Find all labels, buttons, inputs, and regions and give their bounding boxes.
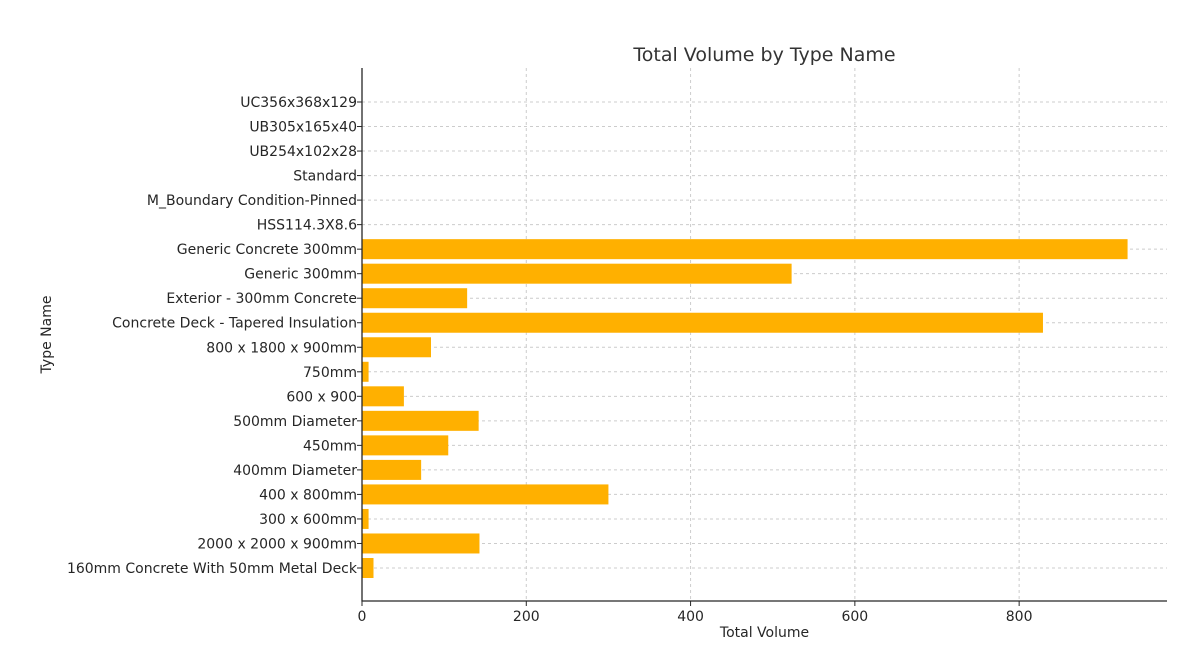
category-label: 750mm	[303, 365, 357, 381]
bar	[362, 288, 468, 309]
category-label: 600 x 900	[286, 389, 357, 405]
category-label: UB254x102x28	[249, 144, 357, 160]
category-label: 300 x 600mm	[259, 512, 357, 528]
category-label: HSS114.3X8.6	[257, 218, 357, 234]
axis-spines	[361, 68, 1167, 602]
category-label: 160mm Concrete With 50mm Metal Deck	[67, 561, 358, 577]
bar	[362, 386, 404, 407]
category-label: UB305x165x40	[249, 120, 357, 136]
bar	[362, 312, 1043, 333]
category-label: UC356x368x129	[240, 95, 357, 111]
category-label: 500mm Diameter	[233, 414, 357, 430]
bar	[362, 533, 480, 554]
y-axis-label: Type Name	[39, 296, 55, 375]
x-tick-label: 400	[677, 609, 704, 625]
category-label: 450mm	[303, 438, 357, 454]
bar	[362, 263, 792, 284]
x-tick-label: 800	[1006, 609, 1033, 625]
x-tick-label: 600	[841, 609, 868, 625]
chart-title: Total Volume by Type Name	[632, 44, 895, 66]
bar	[362, 239, 1128, 260]
category-label: 2000 x 2000 x 900mm	[197, 536, 357, 552]
bar	[362, 410, 479, 431]
bar	[362, 361, 369, 382]
bar	[362, 337, 431, 358]
category-label: 400mm Diameter	[233, 463, 357, 479]
category-label: Exterior - 300mm Concrete	[166, 291, 357, 307]
x-axis-label: Total Volume	[719, 625, 809, 641]
category-label-layer: 160mm Concrete With 50mm Metal Deck 2000 …	[67, 95, 358, 577]
bar	[362, 435, 449, 456]
bar	[362, 558, 374, 578]
x-tick-label: 0	[358, 609, 367, 625]
category-label: 800 x 1800 x 900mm	[206, 340, 357, 356]
category-label: Generic 300mm	[244, 267, 357, 283]
bar	[362, 508, 369, 529]
category-label: Standard	[293, 169, 357, 185]
bar-layer	[362, 239, 1128, 578]
grid-layer	[362, 68, 1167, 601]
category-label: Concrete Deck - Tapered Insulation	[112, 316, 357, 332]
category-label: 400 x 800mm	[259, 487, 357, 503]
bar	[362, 484, 609, 505]
category-label: M_Boundary Condition-Pinned	[147, 193, 357, 209]
category-label: Generic Concrete 300mm	[177, 242, 357, 258]
x-tick-label: 200	[513, 609, 540, 625]
bar	[362, 459, 422, 480]
tick-layer: 0 200 400 600 800	[357, 101, 1033, 625]
